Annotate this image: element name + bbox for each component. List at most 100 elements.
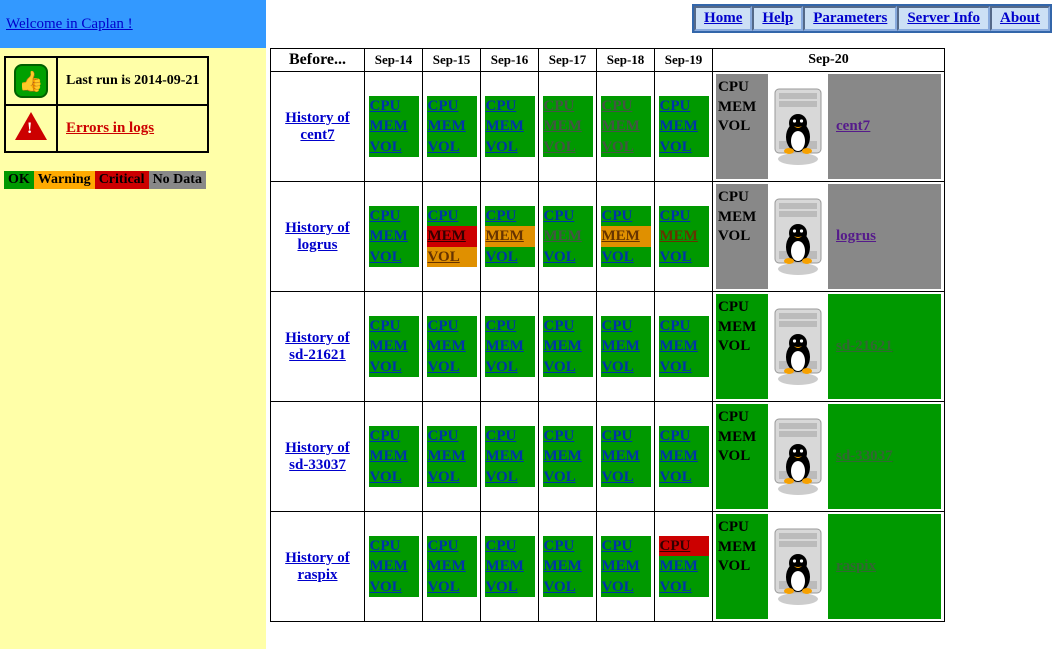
metric-cpu-link[interactable]: CPU — [369, 316, 419, 336]
metric-cpu-link[interactable]: CPU — [427, 536, 477, 556]
metric-mem-link[interactable]: MEM — [369, 336, 419, 356]
metric-mem-link[interactable]: MEM — [659, 556, 709, 576]
metric-vol-link[interactable]: VOL — [485, 357, 535, 377]
metric-vol-link[interactable]: VOL — [427, 467, 477, 487]
metric-mem-link[interactable]: MEM — [601, 446, 651, 466]
metric-mem-link[interactable]: MEM — [485, 336, 535, 356]
metric-cpu-link[interactable]: CPU — [659, 96, 709, 116]
metric-cpu-link[interactable]: CPU — [485, 206, 535, 226]
metric-vol-link[interactable]: VOL — [659, 357, 709, 377]
metric-vol-link[interactable]: VOL — [601, 247, 651, 267]
metric-vol-link[interactable]: VOL — [369, 577, 419, 597]
metric-cpu-link[interactable]: CPU — [485, 316, 535, 336]
metric-cpu-link[interactable]: CPU — [369, 426, 419, 446]
metric-cpu-link[interactable]: CPU — [601, 536, 651, 556]
metric-vol-link[interactable]: VOL — [485, 137, 535, 157]
metric-vol-link[interactable]: VOL — [543, 467, 593, 487]
metric-mem-link[interactable]: MEM — [601, 116, 651, 136]
history-link-cent7[interactable]: History of cent7 — [285, 110, 350, 143]
metric-vol-link[interactable]: VOL — [543, 247, 593, 267]
metric-cpu-link[interactable]: CPU — [601, 96, 651, 116]
metric-cpu-link[interactable]: CPU — [601, 316, 651, 336]
metric-mem-link[interactable]: MEM — [369, 446, 419, 466]
metric-cpu-link[interactable]: CPU — [659, 206, 709, 226]
metric-mem-link[interactable]: MEM — [427, 336, 477, 356]
metric-vol-link[interactable]: VOL — [601, 357, 651, 377]
metric-cpu-link[interactable]: CPU — [543, 206, 593, 226]
metric-mem-link[interactable]: MEM — [543, 336, 593, 356]
metric-mem-link[interactable]: MEM — [543, 116, 593, 136]
metric-vol-link[interactable]: VOL — [485, 247, 535, 267]
metric-cpu-link[interactable]: CPU — [369, 206, 419, 226]
metric-vol-link[interactable]: VOL — [659, 577, 709, 597]
metric-mem-link[interactable]: MEM — [485, 446, 535, 466]
metric-vol-link[interactable]: VOL — [543, 357, 593, 377]
metric-vol-link[interactable]: VOL — [427, 247, 477, 267]
metric-vol-link[interactable]: VOL — [601, 467, 651, 487]
metric-cpu-link[interactable]: CPU — [427, 206, 477, 226]
metric-cpu-link[interactable]: CPU — [485, 536, 535, 556]
metric-cpu-link[interactable]: CPU — [427, 316, 477, 336]
metric-cpu-link[interactable]: CPU — [543, 536, 593, 556]
metric-mem-link[interactable]: MEM — [601, 336, 651, 356]
metric-cpu-link[interactable]: CPU — [543, 316, 593, 336]
metric-vol-link[interactable]: VOL — [543, 577, 593, 597]
metric-vol-link[interactable]: VOL — [427, 357, 477, 377]
metric-mem-link[interactable]: MEM — [659, 226, 709, 246]
metric-cpu-link[interactable]: CPU — [485, 96, 535, 116]
metric-mem-link[interactable]: MEM — [659, 336, 709, 356]
metric-cpu-link[interactable]: CPU — [659, 426, 709, 446]
metric-cpu-link[interactable]: CPU — [543, 426, 593, 446]
metric-cpu-link[interactable]: CPU — [601, 206, 651, 226]
metric-cpu-link[interactable]: CPU — [543, 96, 593, 116]
metric-mem-link[interactable]: MEM — [369, 556, 419, 576]
metric-mem-link[interactable]: MEM — [485, 556, 535, 576]
nav-server-info[interactable]: Server Info — [897, 6, 990, 31]
metric-vol-link[interactable]: VOL — [369, 357, 419, 377]
metric-cpu-link[interactable]: CPU — [369, 96, 419, 116]
metric-mem-link[interactable]: MEM — [543, 446, 593, 466]
host-link-logrus[interactable]: logrus — [836, 228, 876, 245]
history-link-sd-21621[interactable]: History of sd-21621 — [285, 330, 350, 363]
metric-vol-link[interactable]: VOL — [369, 247, 419, 267]
metric-mem-link[interactable]: MEM — [659, 116, 709, 136]
host-link-cent7[interactable]: cent7 — [836, 118, 870, 135]
metric-vol-link[interactable]: VOL — [543, 137, 593, 157]
metric-vol-link[interactable]: VOL — [659, 137, 709, 157]
metric-vol-link[interactable]: VOL — [427, 137, 477, 157]
metric-mem-link[interactable]: MEM — [543, 226, 593, 246]
errors-in-logs-link[interactable]: Errors in logs — [66, 120, 154, 136]
history-link-sd-33037[interactable]: History of sd-33037 — [285, 440, 350, 473]
metric-mem-link[interactable]: MEM — [427, 446, 477, 466]
metric-cpu-link[interactable]: CPU — [601, 426, 651, 446]
nav-help[interactable]: Help — [752, 6, 803, 31]
history-link-logrus[interactable]: History of logrus — [285, 220, 350, 253]
metric-cpu-link[interactable]: CPU — [659, 316, 709, 336]
metric-mem-link[interactable]: MEM — [427, 226, 477, 246]
metric-vol-link[interactable]: VOL — [659, 247, 709, 267]
host-link-sd-33037[interactable]: sd-33037 — [836, 448, 893, 465]
metric-vol-link[interactable]: VOL — [601, 137, 651, 157]
metric-cpu-link[interactable]: CPU — [369, 536, 419, 556]
metric-vol-link[interactable]: VOL — [427, 577, 477, 597]
host-link-sd-21621[interactable]: sd-21621 — [836, 338, 893, 355]
welcome-link[interactable]: Welcome in Caplan ! — [6, 16, 133, 33]
metric-mem-link[interactable]: MEM — [427, 556, 477, 576]
metric-mem-link[interactable]: MEM — [485, 116, 535, 136]
metric-cpu-link[interactable]: CPU — [427, 96, 477, 116]
metric-mem-link[interactable]: MEM — [543, 556, 593, 576]
metric-mem-link[interactable]: MEM — [427, 116, 477, 136]
metric-vol-link[interactable]: VOL — [485, 467, 535, 487]
metric-mem-link[interactable]: MEM — [369, 116, 419, 136]
metric-vol-link[interactable]: VOL — [659, 467, 709, 487]
nav-home[interactable]: Home — [694, 6, 752, 31]
metric-cpu-link[interactable]: CPU — [659, 536, 709, 556]
metric-cpu-link[interactable]: CPU — [485, 426, 535, 446]
metric-mem-link[interactable]: MEM — [485, 226, 535, 246]
nav-parameters[interactable]: Parameters — [803, 6, 897, 31]
metric-mem-link[interactable]: MEM — [601, 556, 651, 576]
metric-vol-link[interactable]: VOL — [369, 137, 419, 157]
metric-mem-link[interactable]: MEM — [601, 226, 651, 246]
nav-about[interactable]: About — [990, 6, 1050, 31]
metric-mem-link[interactable]: MEM — [369, 226, 419, 246]
